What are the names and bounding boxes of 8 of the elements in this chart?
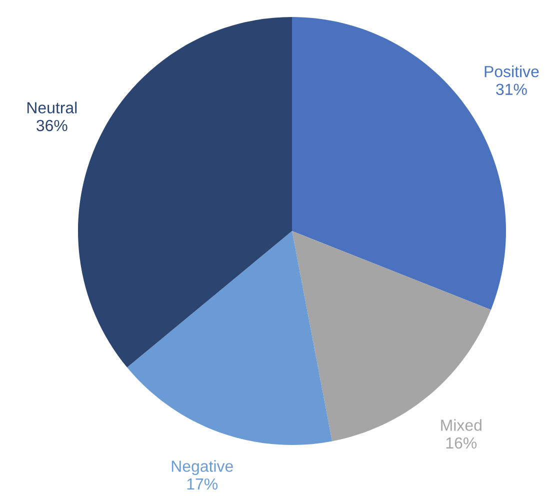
slice-label: Negative xyxy=(172,460,233,476)
slice-label: Mixed xyxy=(441,419,482,431)
data-label: 16% xyxy=(446,437,477,449)
data-label: 36% xyxy=(36,120,68,132)
slice-label: Neutral xyxy=(27,102,77,114)
data-label: 31% xyxy=(496,84,527,96)
data-label: 17% xyxy=(187,478,218,490)
slice-label: Positive xyxy=(484,66,539,78)
